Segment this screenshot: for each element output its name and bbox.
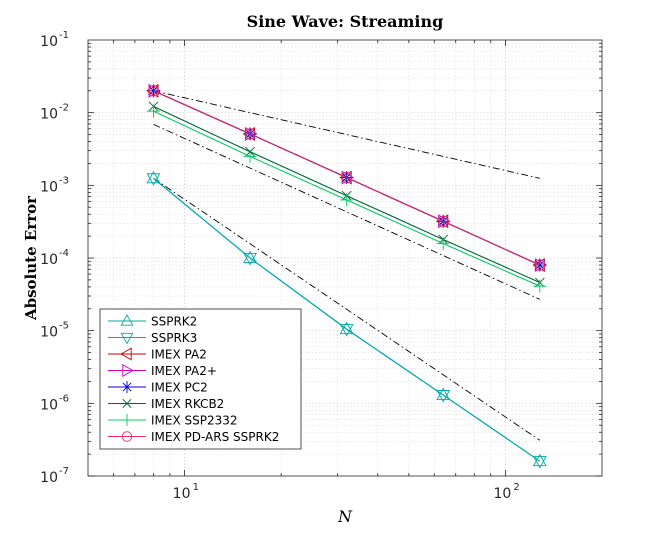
data-point: [120, 332, 134, 345]
legend-label: IMEX PC2: [151, 381, 208, 395]
axis-ticks: 10 -710 -610 -510 -410 -310 -210 -110 1 10 2: [40, 30, 602, 502]
legend-entry: IMEX PA2+: [108, 364, 217, 378]
series-line: [153, 90, 541, 266]
data-point: [146, 170, 161, 184]
y-tick-label: 10: [40, 252, 58, 268]
reference-line: [153, 123, 541, 300]
legend-entry: IMEX PD-ARS SSPRK2: [108, 430, 279, 444]
data-point: [243, 149, 257, 163]
reference-lines: [153, 90, 541, 441]
data-point: [339, 321, 354, 335]
x-tick-label: 10: [173, 486, 191, 502]
x-tick-label: 10: [494, 486, 512, 502]
data-point: [121, 414, 133, 426]
y-tick-exponent: -2: [59, 103, 69, 114]
legend-entry: SSPRK3: [108, 331, 197, 345]
data-point: [243, 250, 258, 263]
reference-line: [153, 90, 540, 179]
data-point: [340, 193, 354, 207]
legend: SSPRK2 SSPRK3 IMEX PA2 IMEX PA2+ IMEX PC2 IME…: [99, 308, 302, 450]
data-point: [533, 279, 547, 293]
legend-label: IMEX PA2: [151, 348, 207, 362]
data-point: [121, 431, 133, 442]
y-tick-label: 10: [40, 107, 58, 123]
legend-entry: IMEX PA2: [108, 348, 207, 362]
y-tick-label: 10: [40, 179, 58, 195]
x-axis-label: N: [337, 507, 353, 526]
y-tick-exponent: -6: [59, 393, 69, 404]
data-point: [436, 390, 451, 403]
series-imex-ssp2332: [146, 104, 547, 293]
series-imex-pd-ars-ssprk2: [147, 85, 546, 271]
data-point: [534, 259, 546, 271]
legend-entry: IMEX RKCB2: [108, 397, 224, 411]
y-tick-label: 10: [40, 470, 58, 486]
legend-label: IMEX SSP2332: [151, 414, 238, 428]
x-tick-exponent: 2: [513, 482, 519, 493]
data-point: [146, 84, 160, 98]
data-point: [120, 314, 134, 326]
y-tick-exponent: -5: [59, 321, 69, 332]
data-point: [243, 252, 258, 266]
data-point: [120, 347, 132, 361]
chart-title: Sine Wave: Streaming: [247, 12, 444, 31]
data-point: [341, 171, 353, 184]
y-tick-label: 10: [40, 34, 58, 50]
data-point: [147, 85, 160, 97]
legend-entry: SSPRK2: [108, 314, 197, 329]
legend-entry: IMEX PC2: [108, 381, 208, 395]
data-point: [146, 173, 161, 186]
legend-label: SSPRK2: [151, 315, 197, 329]
data-point: [532, 453, 547, 467]
data-point: [436, 237, 450, 251]
y-tick-label: 10: [40, 397, 58, 413]
y-tick-exponent: -4: [59, 248, 69, 259]
data-series: [146, 83, 548, 469]
legend-label: SSPRK3: [151, 331, 197, 345]
reference-line: [153, 177, 541, 441]
data-point: [436, 387, 451, 401]
data-point: [437, 215, 449, 227]
y-tick-exponent: -1: [59, 30, 69, 41]
legend-entry: IMEX SSP2332: [108, 414, 238, 428]
legend-label: IMEX RKCB2: [151, 397, 224, 411]
legend-box: [99, 308, 302, 450]
y-tick-exponent: -3: [59, 175, 69, 186]
data-point: [532, 456, 547, 469]
data-point: [121, 381, 133, 393]
legend-label: IMEX PD-ARS SSPRK2: [151, 430, 279, 444]
y-tick-exponent: -7: [59, 466, 69, 477]
legend-label: IMEX PA2+: [151, 364, 217, 378]
y-axis-label: Absolute Error: [22, 195, 40, 321]
data-point: [339, 324, 354, 337]
data-point: [122, 398, 132, 409]
grid: [88, 40, 602, 476]
x-tick-exponent: 1: [193, 482, 199, 493]
series-line: [153, 177, 541, 462]
series-ssprk3: [146, 173, 547, 469]
data-point: [122, 364, 134, 377]
data-point: [146, 104, 160, 118]
y-tick-label: 10: [40, 325, 58, 341]
data-point: [244, 128, 256, 140]
